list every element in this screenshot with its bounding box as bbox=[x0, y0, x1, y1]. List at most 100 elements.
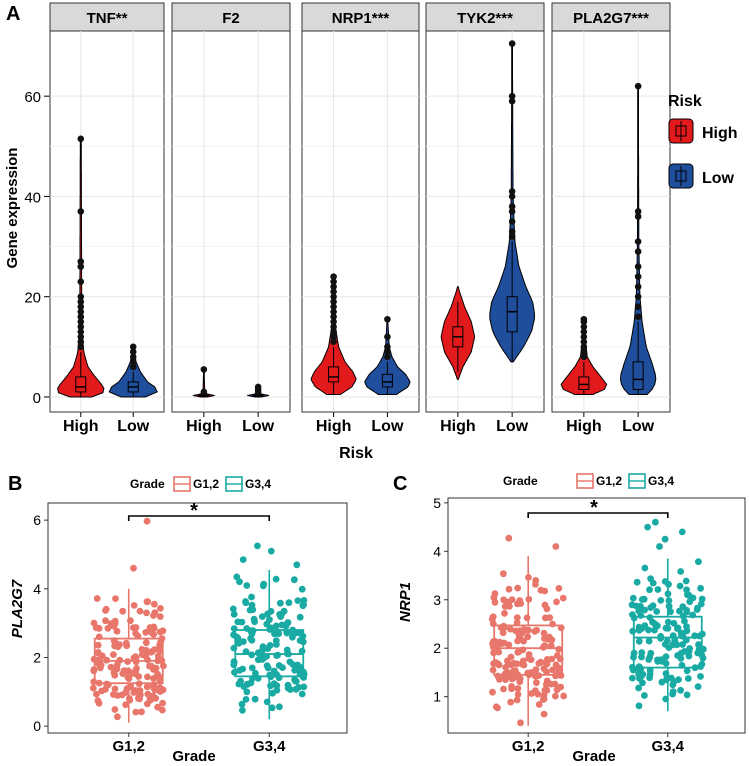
jitter-point bbox=[291, 676, 298, 684]
jitter-point bbox=[112, 595, 119, 602]
jitter-point bbox=[237, 677, 245, 685]
outlier-point bbox=[552, 543, 560, 550]
outlier-point bbox=[580, 353, 588, 361]
jitter-point bbox=[535, 701, 543, 708]
jitter-point bbox=[675, 676, 682, 683]
jitter-point bbox=[520, 637, 527, 645]
jitter-point bbox=[268, 704, 276, 712]
outlier-point bbox=[508, 233, 516, 240]
jitter-point bbox=[102, 605, 110, 613]
jitter-point bbox=[102, 617, 109, 625]
jitter-point bbox=[89, 684, 97, 692]
jitter-point bbox=[298, 690, 306, 698]
jitter-point bbox=[279, 664, 286, 671]
jitter-point bbox=[670, 619, 678, 627]
jitter-point bbox=[549, 666, 556, 674]
jitter-point bbox=[154, 652, 162, 660]
x-axis-label-b: Grade bbox=[172, 748, 215, 765]
jitter-point bbox=[94, 641, 102, 649]
jitter-point bbox=[647, 649, 655, 657]
jitter-point bbox=[267, 682, 274, 690]
jitter-point bbox=[118, 691, 126, 699]
jitter-point bbox=[111, 685, 119, 693]
jitter-point bbox=[240, 638, 247, 645]
jitter-point bbox=[514, 691, 522, 698]
legend-risk: Risk High Low bbox=[668, 93, 738, 189]
outlier-point bbox=[508, 208, 516, 215]
outlier-point bbox=[508, 97, 516, 105]
significance-c: * bbox=[590, 497, 598, 519]
jitter-point bbox=[524, 633, 532, 641]
jitter-point bbox=[94, 697, 102, 704]
y-tick-label: 20 bbox=[24, 290, 41, 307]
jitter-point bbox=[229, 605, 237, 613]
jitter-point bbox=[259, 613, 266, 620]
jitter-point bbox=[95, 624, 103, 632]
outlier-point bbox=[330, 288, 337, 295]
jitter-point bbox=[137, 691, 144, 699]
jitter-point bbox=[517, 719, 524, 727]
outlier-point bbox=[129, 358, 137, 366]
jitter-point bbox=[136, 607, 144, 615]
jitter-point bbox=[547, 642, 555, 649]
jitter-point bbox=[150, 600, 158, 608]
significance-b: * bbox=[190, 500, 198, 522]
jitter-point bbox=[501, 609, 508, 617]
jitter-point bbox=[635, 637, 643, 645]
facet-title: F2 bbox=[222, 10, 240, 27]
jitter-point bbox=[159, 686, 167, 694]
outlier-point bbox=[330, 308, 337, 316]
x-tick-label: G3,4 bbox=[253, 738, 286, 755]
outlier-point bbox=[634, 248, 642, 255]
outlier-point bbox=[330, 273, 337, 280]
facet-panel bbox=[171, 30, 291, 413]
outlier-point bbox=[508, 92, 516, 100]
outlier-point bbox=[634, 273, 642, 280]
jitter-point bbox=[513, 619, 521, 627]
jitter-point bbox=[645, 656, 653, 663]
jitter-point bbox=[233, 573, 241, 581]
outlier-point bbox=[508, 218, 516, 225]
jitter-point bbox=[494, 660, 502, 668]
jitter-point bbox=[557, 683, 565, 691]
jitter-point bbox=[628, 601, 636, 609]
jitter-point bbox=[93, 690, 100, 698]
jitter-point bbox=[553, 598, 560, 606]
jitter-point bbox=[489, 666, 497, 674]
jitter-point bbox=[144, 656, 152, 664]
x-tick-label: G3,4 bbox=[652, 738, 685, 755]
jitter-point bbox=[637, 612, 645, 619]
jitter-point bbox=[252, 669, 259, 677]
facet-title: TYK2*** bbox=[457, 10, 513, 27]
outlier-point bbox=[239, 556, 247, 563]
jitter-point bbox=[149, 647, 156, 655]
x-tick-label: High bbox=[186, 418, 222, 435]
outlier-point bbox=[384, 348, 391, 356]
outlier-point bbox=[129, 363, 137, 371]
facet-strip bbox=[171, 2, 291, 32]
jitter-point bbox=[662, 624, 670, 632]
jitter-point bbox=[242, 598, 249, 605]
jitter-point bbox=[674, 625, 681, 632]
jitter-point bbox=[505, 599, 513, 607]
jitter-point bbox=[505, 641, 513, 649]
jitter-point bbox=[132, 624, 140, 631]
outlier-point bbox=[634, 303, 642, 311]
outlier-point bbox=[384, 343, 391, 351]
jitter-point bbox=[544, 635, 552, 643]
jitter-point bbox=[494, 672, 502, 680]
jitter-point bbox=[272, 622, 280, 630]
jitter-point bbox=[646, 586, 653, 594]
jitter-point bbox=[555, 585, 563, 592]
jitter-point bbox=[490, 594, 498, 601]
jitter-point bbox=[507, 698, 515, 706]
facet-1: F2 High Low bbox=[171, 2, 291, 435]
jitter-point bbox=[111, 617, 119, 625]
x-tick-label: High bbox=[316, 418, 352, 435]
jitter-point bbox=[296, 613, 304, 621]
jitter-point bbox=[289, 661, 297, 668]
jitter-point bbox=[645, 637, 653, 645]
jitter-point bbox=[150, 623, 158, 631]
facet-strip bbox=[425, 2, 545, 32]
jitter-point bbox=[295, 684, 302, 691]
